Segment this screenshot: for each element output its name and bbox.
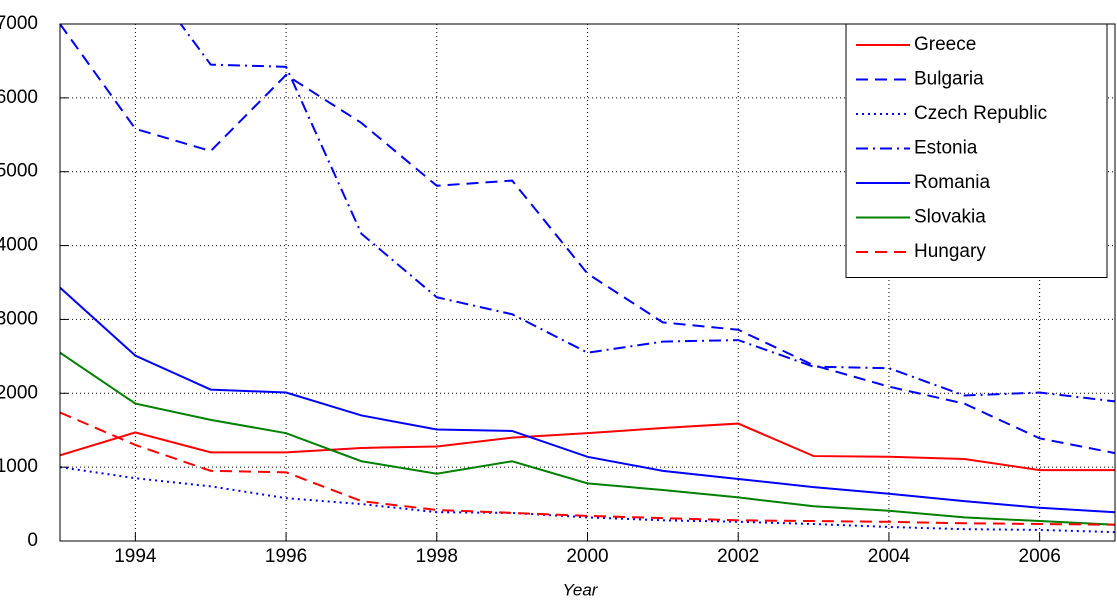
axes: 0 1000 2000 3000 4000 5000 6000 7000 1994 1996 199…: [0, 13, 1116, 567]
x-tick-label: 2000: [566, 546, 608, 567]
axes-box: [59, 23, 1116, 542]
x-tick-label: 1996: [265, 546, 307, 567]
y-tick-label: 6000: [0, 87, 38, 108]
y-tick-label: 5000: [0, 161, 38, 182]
series-line: [179, 24, 1116, 403]
series-line: [60, 466, 1116, 534]
x-axis-label: Year: [563, 580, 599, 599]
legend: Greece Bulgaria Czech Republic Estonia Roman…: [845, 23, 1108, 278]
series-line: [60, 286, 1116, 514]
series-line: [60, 411, 1116, 526]
legend-label: Romania: [914, 172, 990, 193]
y-tick-label: 7000: [0, 13, 38, 34]
y-tick-label: 3000: [0, 308, 38, 329]
y-tick-label: 0: [27, 530, 38, 551]
legend-box: [845, 23, 1108, 278]
x-tick-label: 1998: [416, 546, 458, 567]
x-tick-label: 2002: [717, 546, 759, 567]
x-tick-label: 2006: [1019, 546, 1061, 567]
legend-label: Slovakia: [914, 207, 986, 228]
y-tick-label: 1000: [0, 456, 38, 477]
series-line: [60, 351, 1116, 526]
x-tick-label: 2004: [868, 546, 911, 567]
y-tick-label: 2000: [0, 382, 38, 403]
legend-label: Bulgaria: [914, 69, 984, 90]
legend-label: Hungary: [914, 241, 986, 262]
x-tick-label: 1994: [114, 546, 157, 567]
legend-label: Estonia: [914, 138, 978, 159]
series-line: [60, 422, 1115, 472]
y-tick-label: 4000: [0, 235, 38, 256]
plot-area: [60, 24, 1116, 534]
legend-label: Czech Republic: [914, 103, 1047, 124]
legend-label: Greece: [914, 34, 976, 55]
